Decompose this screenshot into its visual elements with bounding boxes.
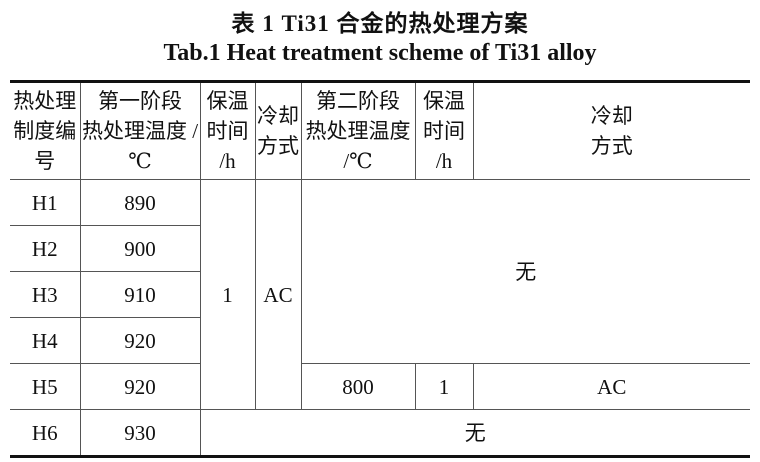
- header-row: 热处理 制度编号 第一阶段 热处理温度 /℃ 保温 时间 /h 冷却 方式 第二阶段 热处…: [10, 81, 750, 180]
- stage2-temp: 800: [300, 363, 416, 410]
- header-stage1-cooling: 冷却 方式: [254, 81, 302, 180]
- table-row: H2 900: [10, 225, 750, 272]
- stage1-temp: 920: [79, 317, 200, 364]
- stage1-temp: 890: [79, 179, 201, 226]
- table-caption-english: Tab.1 Heat treatment scheme of Ti31 allo…: [163, 40, 597, 66]
- table-row: H5 920 800 1 AC: [10, 363, 750, 410]
- stage1-temp: 910: [79, 271, 200, 318]
- stage1-time-shared: 1: [199, 179, 256, 410]
- stage1-temp: 900: [79, 225, 200, 272]
- table-row: H3 910: [10, 271, 750, 318]
- stage1-temp: 930: [79, 409, 201, 457]
- scheme-id: H5: [10, 363, 81, 410]
- header-scheme-id: 热处理 制度编号: [10, 81, 81, 180]
- header-stage2-temp: 第二阶段 热处理温度 /℃: [300, 81, 416, 180]
- scheme-id: H1: [10, 179, 81, 226]
- table-row: H6 930 无: [10, 409, 750, 457]
- header-stage1-time: 保温 时间 /h: [199, 81, 256, 180]
- stage1-temp: 920: [79, 363, 201, 410]
- stage2-none: 无: [300, 179, 750, 364]
- table-caption-chinese: 表 1 Ti31 合金的热处理方案: [231, 11, 529, 36]
- header-stage2-cooling: 冷却 方式: [472, 81, 750, 180]
- stage2-time: 1: [414, 363, 474, 410]
- header-stage2-time: 保温 时间 /h: [414, 81, 474, 180]
- scheme-id: H6: [10, 409, 81, 457]
- stages-none: 无: [199, 409, 750, 457]
- stage2-cooling: AC: [472, 363, 750, 410]
- scheme-id: H4: [10, 317, 81, 364]
- stage1-cooling-shared: AC: [254, 179, 302, 410]
- heat-treatment-table: 热处理 制度编号 第一阶段 热处理温度 /℃ 保温 时间 /h 冷却 方式 第二阶段 热处…: [10, 80, 750, 458]
- scheme-id: H2: [10, 225, 81, 272]
- table-row: H1 890 1 AC 无: [10, 179, 750, 410]
- header-stage1-temp: 第一阶段 热处理温度 /℃: [79, 81, 201, 180]
- scheme-id: H3: [10, 271, 81, 318]
